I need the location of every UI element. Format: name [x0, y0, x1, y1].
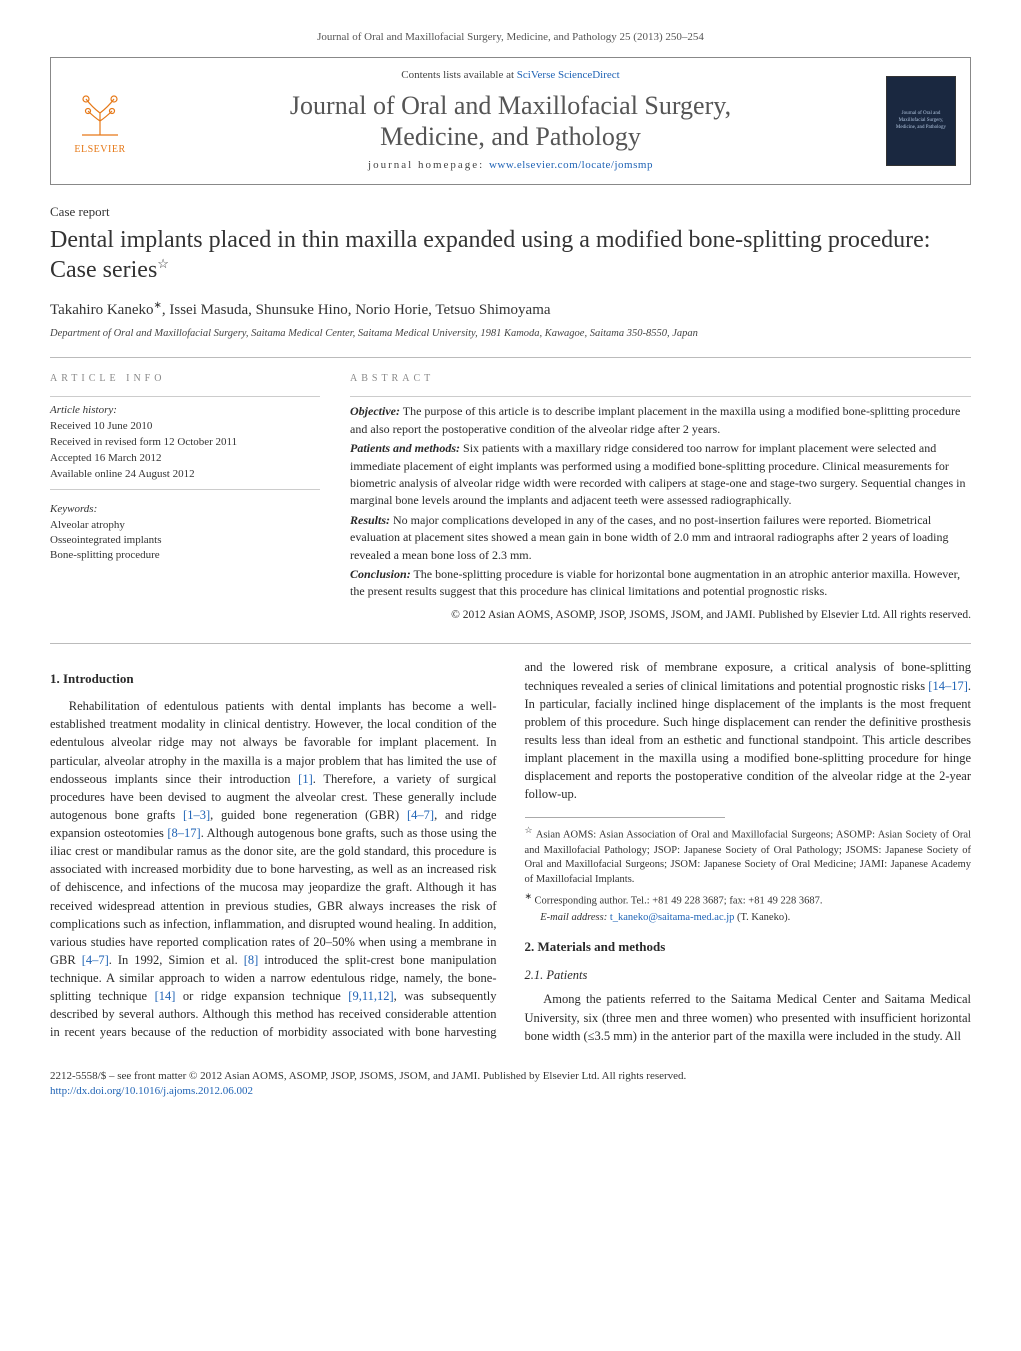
footer-copyright: 2212-5558/$ – see front matter © 2012 As…: [50, 1069, 971, 1084]
conclusion-text: The bone-splitting procedure is viable f…: [350, 567, 960, 598]
journal-banner: ELSEVIER Contents lists available at Sci…: [50, 57, 971, 184]
ref-link-6[interactable]: [8]: [244, 953, 259, 967]
intro-1e: . Although autogenous bone grafts, such …: [50, 826, 497, 949]
abstract-objective: Objective: The purpose of this article i…: [350, 403, 971, 438]
article-title-text: Dental implants placed in thin maxilla e…: [50, 227, 930, 283]
article-history: Article history: Received 10 June 2010 R…: [50, 403, 320, 483]
abstract-copyright: © 2012 Asian AOMS, ASOMP, JSOP, JSOMS, J…: [350, 607, 971, 624]
author-1: Takahiro Kaneko: [50, 302, 154, 318]
cover-text: Journal of Oral and Maxillofacial Surger…: [891, 110, 951, 131]
journal-homepage: journal homepage: www.elsevier.com/locat…: [149, 158, 872, 173]
info-rule-2: [50, 489, 320, 490]
page-footer: 2212-5558/$ – see front matter © 2012 As…: [50, 1069, 971, 1100]
homepage-link[interactable]: www.elsevier.com/locate/jomsmp: [489, 159, 653, 171]
info-abstract-row: ARTICLE INFO Article history: Received 1…: [50, 372, 971, 625]
abstract-conclusion: Conclusion: The bone-splitting procedure…: [350, 566, 971, 601]
intro-2b: . In 1992, Simion et al.: [109, 953, 244, 967]
keywords-label: Keywords:: [50, 502, 320, 517]
heading-patients: 2.1. Patients: [525, 966, 972, 984]
objective-text: The purpose of this article is to descri…: [350, 404, 960, 435]
footnote-corr: ∗ Corresponding author. Tel.: +81 49 228…: [525, 890, 972, 909]
fn-email-link[interactable]: t_kaneko@saitama-med.ac.jp: [610, 912, 735, 923]
keyword-2: Osseointegrated implants: [50, 533, 320, 548]
fn-email-suffix: (T. Kaneko).: [734, 912, 790, 923]
heading-materials-methods: 2. Materials and methods: [525, 938, 972, 957]
body-text: 1. Introduction Rehabilitation of edentu…: [50, 658, 971, 1044]
footnote-rule: [525, 817, 726, 818]
patients-label: Patients and methods:: [350, 441, 460, 455]
sciencedirect-link[interactable]: SciVerse ScienceDirect: [517, 69, 620, 81]
results-label: Results:: [350, 513, 390, 527]
journal-cover-thumbnail: Journal of Oral and Maxillofacial Surger…: [886, 76, 956, 166]
abstract-column: ABSTRACT Objective: The purpose of this …: [350, 372, 971, 625]
ref-link-2[interactable]: [1–3]: [183, 808, 210, 822]
heading-introduction: 1. Introduction: [50, 670, 497, 689]
footnote-star: ☆ Asian AOMS: Asian Association of Oral …: [525, 824, 972, 887]
contents-prefix: Contents lists available at: [401, 69, 516, 81]
elsevier-logo: ELSEVIER: [65, 81, 135, 161]
elsevier-tree-icon: [72, 85, 128, 141]
fn-corr-mark: ∗: [525, 891, 532, 901]
authors: Takahiro Kaneko∗, Issei Masuda, Shunsuke…: [50, 299, 971, 321]
history-revised: Received in revised form 12 October 2011: [50, 435, 320, 451]
title-star: ☆: [157, 256, 169, 271]
footnotes: ☆ Asian AOMS: Asian Association of Oral …: [525, 817, 972, 925]
history-online: Available online 24 August 2012: [50, 467, 320, 483]
journal-center: Contents lists available at SciVerse Sci…: [149, 68, 872, 173]
results-text: No major complications developed in any …: [350, 513, 948, 562]
fn-email-label: E-mail address:: [540, 912, 610, 923]
intro-1c: , guided bone regeneration (GBR): [210, 808, 407, 822]
homepage-prefix: journal homepage:: [368, 159, 489, 171]
abstract-patients: Patients and methods: Six patients with …: [350, 440, 971, 510]
ref-link-7[interactable]: [14]: [155, 989, 176, 1003]
abstract-label: ABSTRACT: [350, 372, 971, 386]
affiliation: Department of Oral and Maxillofacial Sur…: [50, 327, 971, 342]
history-accepted: Accepted 16 March 2012: [50, 451, 320, 467]
intro-2f: . In particular, facially inclined hinge…: [525, 679, 972, 802]
keyword-1: Alveolar atrophy: [50, 518, 320, 533]
objective-label: Objective:: [350, 404, 400, 418]
ref-link-8[interactable]: [9,11,12]: [348, 989, 393, 1003]
fn-star-mark: ☆: [525, 825, 534, 835]
divider-bottom: [50, 643, 971, 644]
article-info-column: ARTICLE INFO Article history: Received 1…: [50, 372, 320, 625]
fn-corr-text: Corresponding author. Tel.: +81 49 228 3…: [532, 895, 823, 906]
running-head: Journal of Oral and Maxillofacial Surger…: [50, 30, 971, 45]
patients-para: Among the patients referred to the Saita…: [525, 990, 972, 1044]
abstract-results: Results: No major complications develope…: [350, 512, 971, 564]
ref-link-5[interactable]: [4–7]: [82, 953, 109, 967]
abstract-text: Objective: The purpose of this article i…: [350, 403, 971, 623]
ref-link-3[interactable]: [4–7]: [407, 808, 434, 822]
authors-rest: , Issei Masuda, Shunsuke Hino, Norio Hor…: [162, 302, 551, 318]
journal-title-line2: Medicine, and Pathology: [380, 122, 641, 151]
history-received: Received 10 June 2010: [50, 419, 320, 435]
fn-star-text: Asian AOMS: Asian Association of Oral an…: [525, 830, 972, 885]
intro-2d: or ridge expansion technique: [175, 989, 348, 1003]
journal-title-line1: Journal of Oral and Maxillofacial Surger…: [290, 91, 731, 120]
elsevier-label: ELSEVIER: [74, 143, 125, 157]
footnote-email: E-mail address: t_kaneko@saitama-med.ac.…: [525, 911, 972, 926]
divider-top: [50, 357, 971, 358]
contents-line: Contents lists available at SciVerse Sci…: [149, 68, 872, 83]
keywords-block: Keywords: Alveolar atrophy Osseointegrat…: [50, 502, 320, 564]
corresponding-mark: ∗: [154, 300, 162, 311]
journal-title: Journal of Oral and Maxillofacial Surger…: [149, 90, 872, 152]
article-title: Dental implants placed in thin maxilla e…: [50, 225, 971, 285]
article-type: Case report: [50, 203, 971, 221]
keyword-3: Bone-splitting procedure: [50, 548, 320, 563]
article-info-label: ARTICLE INFO: [50, 372, 320, 386]
ref-link-4[interactable]: [8–17]: [167, 826, 200, 840]
info-rule-1: [50, 396, 320, 397]
conclusion-label: Conclusion:: [350, 567, 411, 581]
history-label: Article history:: [50, 403, 320, 419]
ref-link-1[interactable]: [1]: [298, 772, 313, 786]
ref-link-9[interactable]: [14–17]: [928, 679, 968, 693]
abstract-rule: [350, 396, 971, 397]
doi-link[interactable]: http://dx.doi.org/10.1016/j.ajoms.2012.0…: [50, 1085, 253, 1097]
